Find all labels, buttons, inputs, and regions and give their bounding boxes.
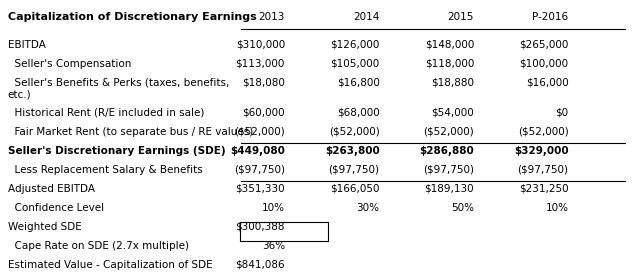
Text: $300,388: $300,388 — [235, 222, 285, 232]
Text: Seller's Discretionary Earnings (SDE): Seller's Discretionary Earnings (SDE) — [8, 146, 225, 156]
Text: $231,250: $231,250 — [519, 184, 568, 194]
Text: $60,000: $60,000 — [242, 108, 285, 118]
Text: $16,800: $16,800 — [337, 78, 380, 88]
Text: ($52,000): ($52,000) — [518, 127, 568, 137]
Text: 10%: 10% — [262, 203, 285, 213]
Text: Fair Market Rent (to separate bus / RE values): Fair Market Rent (to separate bus / RE v… — [8, 127, 253, 137]
Text: 50%: 50% — [451, 203, 474, 213]
Text: $118,000: $118,000 — [425, 58, 474, 69]
Text: Weighted SDE: Weighted SDE — [8, 222, 82, 232]
Text: $105,000: $105,000 — [330, 58, 380, 69]
Text: 30%: 30% — [356, 203, 380, 213]
Text: $16,000: $16,000 — [526, 78, 568, 88]
Text: $148,000: $148,000 — [425, 40, 474, 50]
Text: ($52,000): ($52,000) — [234, 127, 285, 137]
Text: $126,000: $126,000 — [330, 40, 380, 50]
Text: $18,880: $18,880 — [431, 78, 474, 88]
Text: $265,000: $265,000 — [519, 40, 568, 50]
Text: P-2016: P-2016 — [532, 12, 568, 22]
Text: 2015: 2015 — [448, 12, 474, 22]
Text: Adjusted EBITDA: Adjusted EBITDA — [8, 184, 95, 194]
Text: Capitalization of Discretionary Earnings: Capitalization of Discretionary Earnings — [8, 12, 256, 22]
Text: $18,080: $18,080 — [242, 78, 285, 88]
Text: Historical Rent (R/E included in sale): Historical Rent (R/E included in sale) — [8, 108, 204, 118]
Text: Estimated Value - Capitalization of SDE: Estimated Value - Capitalization of SDE — [8, 259, 212, 270]
Text: $189,130: $189,130 — [425, 184, 474, 194]
Text: 2014: 2014 — [353, 12, 380, 22]
Text: ($97,750): ($97,750) — [329, 165, 380, 175]
Text: $54,000: $54,000 — [431, 108, 474, 118]
Text: Seller's Compensation: Seller's Compensation — [8, 58, 131, 69]
Text: $286,880: $286,880 — [419, 146, 474, 156]
Text: $449,080: $449,080 — [230, 146, 285, 156]
Text: EBITDA: EBITDA — [8, 40, 46, 50]
Text: ($52,000): ($52,000) — [423, 127, 474, 137]
Text: $0: $0 — [556, 108, 568, 118]
Text: $351,330: $351,330 — [235, 184, 285, 194]
Text: $263,800: $263,800 — [325, 146, 380, 156]
Text: $68,000: $68,000 — [337, 108, 380, 118]
Text: 10%: 10% — [546, 203, 568, 213]
Text: ($52,000): ($52,000) — [329, 127, 380, 137]
Text: ($97,750): ($97,750) — [423, 165, 474, 175]
Text: $841,086: $841,086 — [235, 259, 285, 270]
Text: ($97,750): ($97,750) — [518, 165, 568, 175]
Text: $166,050: $166,050 — [330, 184, 380, 194]
Text: ($97,750): ($97,750) — [234, 165, 285, 175]
Text: Cape Rate on SDE (2.7x multiple): Cape Rate on SDE (2.7x multiple) — [8, 240, 189, 251]
Text: Confidence Level: Confidence Level — [8, 203, 104, 213]
Text: Seller's Benefits & Perks (taxes, benefits,
etc.): Seller's Benefits & Perks (taxes, benefi… — [8, 78, 229, 99]
Text: $113,000: $113,000 — [235, 58, 285, 69]
Text: Less Replacement Salary & Benefits: Less Replacement Salary & Benefits — [8, 165, 203, 175]
Text: 2013: 2013 — [259, 12, 285, 22]
Text: $329,000: $329,000 — [514, 146, 568, 156]
Text: 36%: 36% — [262, 240, 285, 251]
Text: $100,000: $100,000 — [520, 58, 568, 69]
Text: $310,000: $310,000 — [235, 40, 285, 50]
